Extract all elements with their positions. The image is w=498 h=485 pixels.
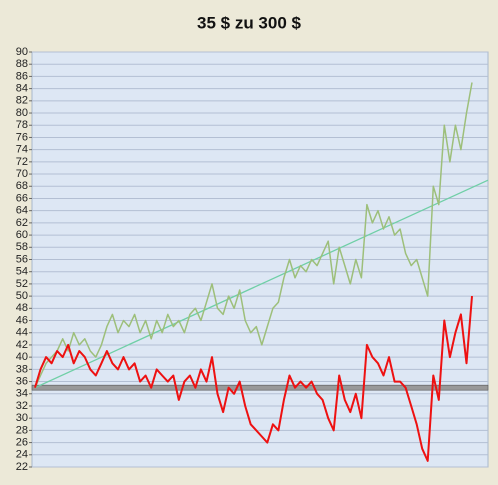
reference-line: [31, 384, 489, 391]
y-tick-label: 42: [16, 339, 28, 351]
y-tick-label: 88: [16, 58, 28, 70]
y-tick-label: 72: [16, 156, 28, 168]
y-tick-label: 76: [16, 131, 28, 143]
y-tick-label: 40: [16, 351, 28, 363]
y-tick-label: 70: [16, 168, 28, 180]
y-tick-label: 84: [16, 83, 28, 95]
y-tick-label: 38: [16, 363, 28, 375]
y-tick-label: 32: [16, 400, 28, 412]
y-tick-label: 50: [16, 290, 28, 302]
y-tick-label: 54: [16, 266, 28, 278]
y-tick-label: 28: [16, 424, 28, 436]
y-tick-label: 36: [16, 375, 28, 387]
y-tick-label: 22: [16, 461, 28, 473]
y-tick-label: 52: [16, 278, 28, 290]
y-tick-label: 60: [16, 229, 28, 241]
y-tick-label: 90: [16, 46, 28, 58]
y-tick-label: 82: [16, 95, 28, 107]
y-tick-label: 66: [16, 192, 28, 204]
y-tick-label: 30: [16, 412, 28, 424]
y-tick-label: 56: [16, 253, 28, 265]
y-tick-label: 46: [16, 314, 28, 326]
y-tick-label: 80: [16, 107, 28, 119]
series-line: [34, 296, 473, 462]
y-tick-label: 68: [16, 180, 28, 192]
y-tick-label: 34: [16, 388, 28, 400]
y-tick-label: 86: [16, 70, 28, 82]
y-tick-label: 58: [16, 241, 28, 253]
y-tick-label: 44: [16, 327, 28, 339]
trend-line: [34, 179, 489, 389]
y-tick-label: 74: [16, 144, 28, 156]
y-tick-label: 62: [16, 217, 28, 229]
y-tick-label: 64: [16, 205, 28, 217]
y-tick-label: 78: [16, 119, 28, 131]
y-tick-label: 24: [16, 449, 28, 461]
chart-title: 35 $ zu 300 $: [197, 13, 302, 32]
series-line: [34, 82, 473, 389]
y-tick-label: 26: [16, 436, 28, 448]
y-tick-label: 48: [16, 302, 28, 314]
